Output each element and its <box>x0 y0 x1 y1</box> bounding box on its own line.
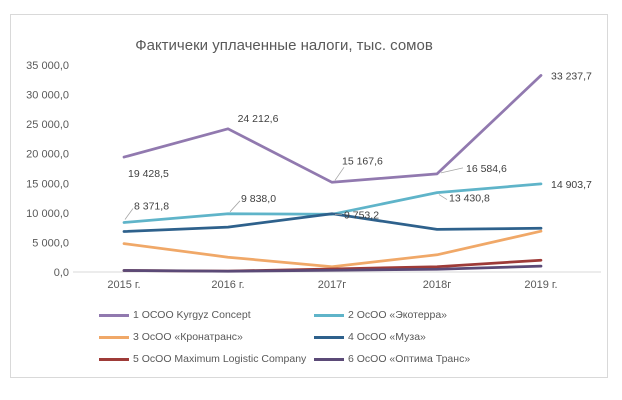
data-label: 13 430,8 <box>449 193 490 205</box>
y-tick-label: 10 000,0 <box>26 208 69 220</box>
legend-item-2[interactable]: 2 ОсОО «Экотерра» <box>314 309 470 321</box>
legend-line-swatch <box>99 357 129 361</box>
data-label: 33 237,7 <box>551 70 592 82</box>
legend-label: 6 ОсОО «Оптима Транс» <box>348 353 471 365</box>
y-tick-label: 15 000,0 <box>26 178 69 190</box>
y-tick-label: 20 000,0 <box>26 149 69 161</box>
legend-item-4[interactable]: 4 ОсОО «Муза» <box>314 331 470 343</box>
plot-area: 0,0 5 000,0 10 000,0 15 000,0 20 000,0 25 000… <box>26 60 601 291</box>
data-label-leader <box>334 167 345 181</box>
data-label-leader <box>440 167 464 174</box>
y-tick-label: 5 000,0 <box>32 237 69 249</box>
data-label: 8 371,8 <box>134 200 169 212</box>
x-tick-label: 2019 г. <box>524 279 557 291</box>
x-tick-label: 2015 г. <box>107 279 140 291</box>
data-label: 14 903,7 <box>551 179 592 191</box>
legend: 1 ОСОО Kyrgyz Concept 2 ОсОО «Экотерра» 3 … <box>99 309 470 365</box>
legend-item-5[interactable]: 5 ОсОО Maximum Logistic Company <box>99 353 314 365</box>
data-label: 9 838,0 <box>241 193 276 205</box>
y-tick-label: 30 000,0 <box>26 90 69 102</box>
y-tick-label: 25 000,0 <box>26 119 69 131</box>
data-label: 19 428,5 <box>128 168 169 180</box>
chart-object[interactable]: Фактичеки уплаченные налоги, тыс. сомов … <box>10 14 608 378</box>
series-line-1 <box>122 74 543 184</box>
x-tick-label: 2018г <box>423 279 451 291</box>
legend-line-swatch <box>314 313 344 317</box>
data-label: 24 212,6 <box>238 113 279 125</box>
chart-title: Фактичеки уплаченные налоги, тыс. сомов <box>135 37 433 54</box>
data-label: 16 584,6 <box>466 163 507 175</box>
legend-item-1[interactable]: 1 ОСОО Kyrgyz Concept <box>99 309 314 321</box>
data-label-leader <box>438 194 448 200</box>
x-tick-label: 2017г <box>318 279 346 291</box>
legend-label: 4 ОсОО «Муза» <box>348 331 426 343</box>
y-tick-label: 0,0 <box>54 267 69 279</box>
series-line-6 <box>122 264 543 273</box>
legend-line-swatch <box>314 357 344 361</box>
legend-item-6[interactable]: 6 ОсОО «Оптима Транс» <box>314 353 470 365</box>
legend-label: 3 ОсОО «Кронатранс» <box>133 331 243 343</box>
data-label-leader <box>229 200 241 213</box>
series-line-4 <box>122 212 543 233</box>
y-tick-label: 35 000,0 <box>26 60 69 72</box>
legend-label: 1 ОСОО Kyrgyz Concept <box>133 309 251 321</box>
legend-line-swatch <box>314 335 344 339</box>
legend-label: 2 ОсОО «Экотерра» <box>348 309 448 321</box>
data-label: 15 167,6 <box>342 155 383 167</box>
data-label-leader <box>124 208 134 220</box>
legend-label: 5 ОсОО Maximum Logistic Company <box>133 353 307 365</box>
x-tick-label: 2016 г. <box>211 279 244 291</box>
series-line-3 <box>122 229 543 269</box>
legend-line-swatch <box>99 313 129 317</box>
legend-item-3[interactable]: 3 ОсОО «Кронатранс» <box>99 331 314 343</box>
data-label: 9 753,2 <box>344 209 379 221</box>
legend-line-swatch <box>99 335 129 339</box>
